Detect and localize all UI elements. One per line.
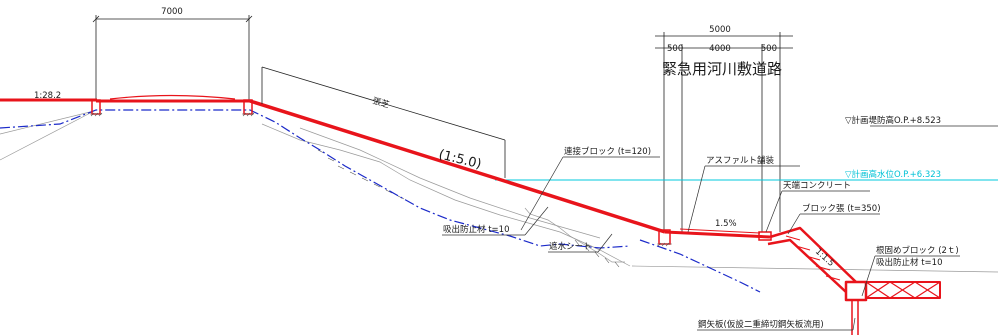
suction-prevention-left-label: 吸出防止材 t=10: [443, 224, 509, 235]
road-left-margin-label: 500: [667, 44, 683, 54]
existing-section-line: [0, 109, 761, 293]
left-slope-label: 1:28.2: [34, 91, 61, 101]
label-asphalt: アスファルト舗装: [687, 155, 800, 233]
road-slope-label: 1.5%: [715, 219, 737, 229]
root-block-label: 根固めブロック (2ｔ): [876, 245, 959, 256]
road-width-label: 4000: [709, 44, 731, 54]
road-width-dimension: 5000 500 4000 500: [655, 25, 793, 232]
label-suction-prevention-left: 吸出防止材 t=10: [442, 206, 549, 236]
label-root-block: 根固めブロック (2ｔ) 吸出防止材 t=10: [861, 245, 960, 297]
label-connected-block: 連接ブロック (t=120): [520, 146, 660, 231]
slope-fill-hatching: [317, 149, 620, 268]
crest-width-dimension: 7000: [92, 7, 253, 100]
foundation-pads: [90, 112, 672, 247]
asphalt-label: アスファルト舗装: [706, 155, 775, 166]
crown-concrete-label: 天端コンクリート: [783, 180, 851, 191]
turf-label: 張芝: [371, 95, 391, 110]
road-total-label: 5000: [709, 25, 731, 35]
label-crown-concrete: 天端コンクリート: [765, 180, 870, 233]
existing-ground-lines: [0, 109, 998, 273]
waterproof-sheet-label: 遮水シート: [549, 241, 592, 252]
design-section: [0, 94, 941, 335]
road-right-margin-label: 500: [761, 44, 777, 54]
plan-embankment-height-label: ▽計画堤防高O.P.+8.523: [845, 115, 941, 126]
label-waterproof-sheet: 遮水シート: [548, 233, 613, 253]
label-steel-sheet-pile: 鋼矢板(仮設二重締切鋼矢板流用): [697, 317, 856, 331]
plan-high-water-label: ▽計画高水位O.P.+6.323: [845, 169, 941, 180]
label-block-revetment: ブロック張 (t=350): [787, 203, 881, 235]
steel-sheet-pile-label: 鋼矢板(仮設二重締切鋼矢板流用): [698, 319, 824, 330]
high-water-level-line: [495, 125, 998, 181]
emergency-road-title: 緊急用河川敷道路: [662, 60, 782, 78]
crest-width-label: 7000: [161, 7, 183, 17]
block-revetment-label: ブロック張 (t=350): [802, 203, 881, 214]
suction-prevention-right-label: 吸出防止材 t=10: [876, 257, 942, 268]
turf-annotation: 張芝: [261, 66, 506, 178]
connected-block-label: 連接ブロック (t=120): [564, 146, 651, 157]
